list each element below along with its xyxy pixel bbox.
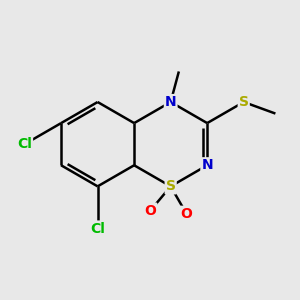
Text: N: N (165, 95, 176, 109)
Text: S: S (239, 95, 249, 109)
Text: O: O (181, 207, 192, 221)
Text: Cl: Cl (90, 221, 105, 236)
Text: S: S (166, 179, 176, 194)
Text: Cl: Cl (17, 137, 32, 151)
Text: N: N (201, 158, 213, 172)
Text: O: O (144, 204, 156, 218)
